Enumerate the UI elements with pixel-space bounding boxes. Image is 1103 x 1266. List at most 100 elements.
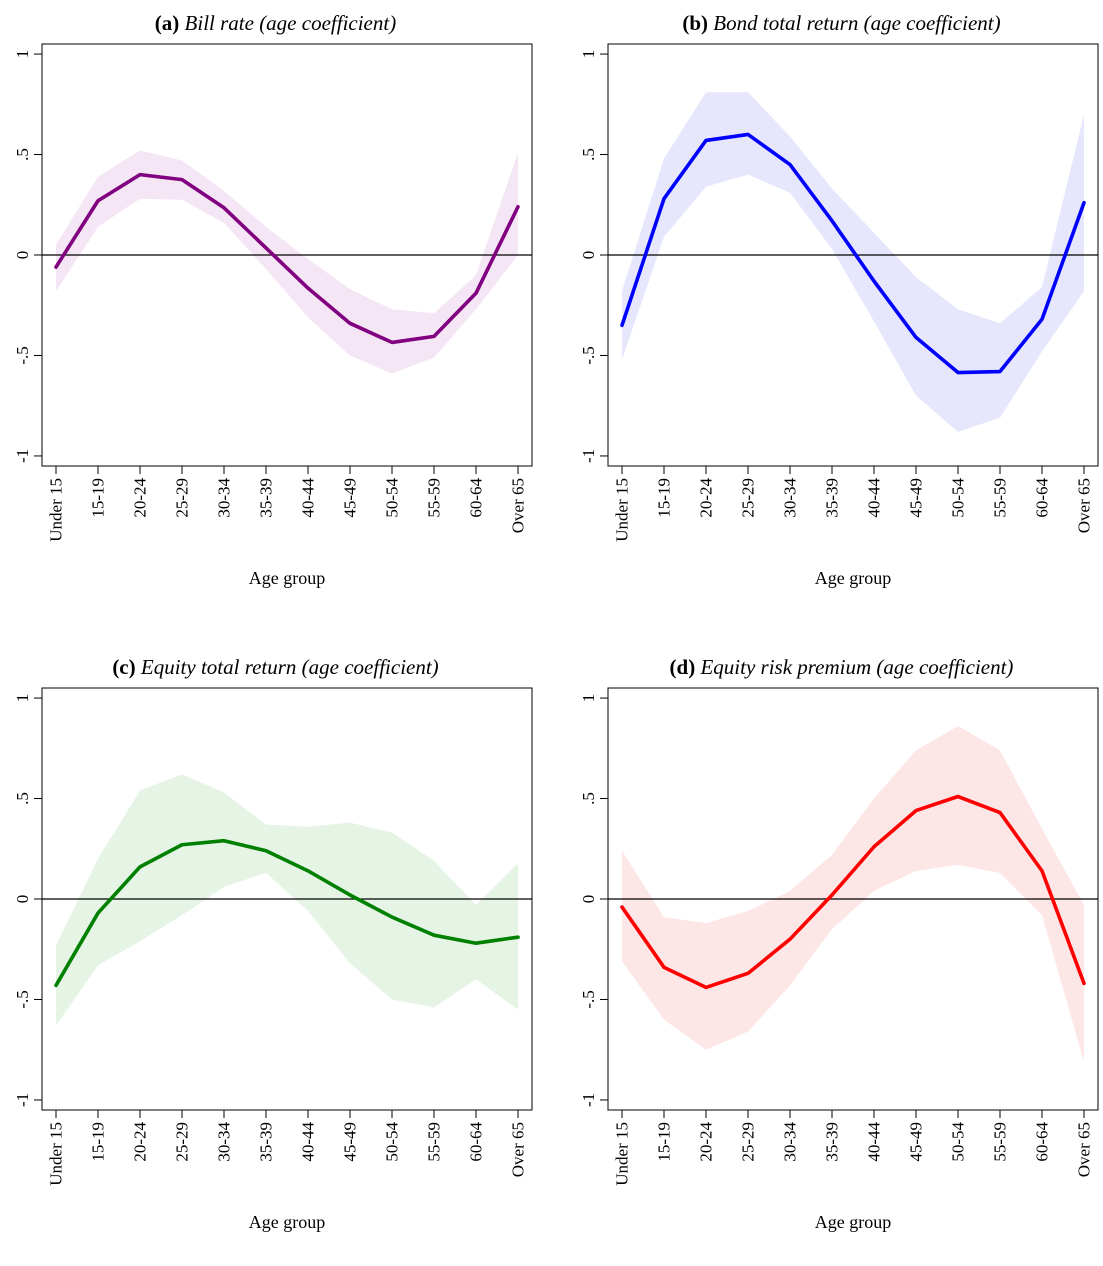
data-point (516, 935, 520, 939)
data-point (264, 246, 268, 250)
x-tick-label: 35-39 (257, 1122, 276, 1162)
x-tick-label: 55-59 (425, 1122, 444, 1162)
x-tick-label: 55-59 (425, 478, 444, 518)
y-tick-label: 1 (579, 694, 598, 703)
x-tick-label: 60-64 (467, 478, 486, 518)
x-tick-label: Under 15 (613, 1122, 632, 1186)
x-axis-label: Age group (815, 1212, 891, 1232)
y-tick-label: .5 (13, 792, 32, 805)
x-tick-label: 50-54 (383, 1122, 402, 1162)
data-point (180, 843, 184, 847)
line-chart-a: -1 -.5 0 .5 1 Under 15 15-19 20-24 25-29 30-34 35-… (13, 43, 533, 588)
panel-label: (d) (669, 655, 696, 679)
data-point (830, 893, 834, 897)
data-point (432, 933, 436, 937)
x-tick-label: 25-29 (739, 1122, 758, 1162)
x-tick-label: 45-49 (907, 478, 926, 518)
data-point (138, 173, 142, 177)
chart-panel-b: (b) Bond total return (age coefficient) … (566, 0, 1103, 622)
data-point (390, 340, 394, 344)
x-tick-label: 25-29 (739, 478, 758, 518)
y-tick-label: -.5 (579, 990, 598, 1008)
chart-title: Bill rate (age coefficient) (184, 11, 397, 35)
data-point (1040, 869, 1044, 873)
y-tick-label: 0 (579, 251, 598, 260)
y-tick-label: 0 (13, 895, 32, 904)
x-tick-label: 45-49 (341, 1122, 360, 1162)
data-point (222, 206, 226, 210)
x-tick-label: Over 65 (509, 1122, 528, 1177)
chart-title: Equity total return (age coefficient) (140, 655, 439, 679)
x-tick-label: 40-44 (865, 1122, 884, 1162)
data-point (956, 371, 960, 375)
x-tick-label: 50-54 (383, 478, 402, 518)
x-tick-label: 45-49 (341, 478, 360, 518)
data-point (914, 809, 918, 813)
data-point (348, 321, 352, 325)
data-point (830, 219, 834, 223)
x-tick-label: Under 15 (47, 1122, 66, 1186)
panel-label: (a) (154, 11, 180, 35)
x-axis-label: Age group (815, 568, 891, 588)
y-tick-label: 0 (579, 895, 598, 904)
line-chart-d: -1 -.5 0 .5 1 Under 15 15-19 20-24 25-29 30-34 35-… (579, 687, 1099, 1232)
y-tick-label: 1 (13, 694, 32, 703)
y-tick-label: -1 (13, 449, 32, 463)
chart-caption: (a) Bill rate (age coefficient) (0, 10, 551, 36)
panel-label: (b) (682, 11, 709, 35)
chart-caption: (d) Equity risk premium (age coefficient… (566, 654, 1103, 680)
estimate-line (54, 172, 520, 345)
x-tick-label: 60-64 (1033, 478, 1052, 518)
x-tick-label: Over 65 (509, 478, 528, 533)
data-point (1040, 317, 1044, 321)
x-tick-label: 15-19 (89, 478, 108, 518)
y-tick-label: .5 (579, 792, 598, 805)
data-point (662, 965, 666, 969)
chart-caption: (b) Bond total return (age coefficient) (566, 10, 1103, 36)
x-tick-label: 40-44 (865, 478, 884, 518)
data-point (432, 334, 436, 338)
y-tick-label: .5 (13, 148, 32, 161)
data-point (998, 811, 1002, 815)
data-point (474, 291, 478, 295)
estimate-line (620, 132, 1086, 375)
data-point (788, 937, 792, 941)
data-point (138, 865, 142, 869)
chart-title: Bond total return (age coefficient) (713, 11, 1001, 35)
estimate-line (54, 838, 520, 988)
x-tick-label: 60-64 (467, 1122, 486, 1162)
data-point (746, 132, 750, 136)
confidence-band (622, 726, 1084, 1062)
x-tick-label: 20-24 (697, 478, 716, 518)
estimate-line (620, 794, 1086, 990)
x-tick-label: Under 15 (47, 478, 66, 542)
data-point (1082, 981, 1086, 985)
data-point (620, 323, 624, 327)
x-tick-label: 15-19 (655, 478, 674, 518)
chart-panel-a: (a) Bill rate (age coefficient) -1 -.5 0 .5… (0, 0, 551, 622)
x-tick-label: 20-24 (697, 1122, 716, 1162)
data-point (516, 205, 520, 209)
x-tick-label: 15-19 (89, 1122, 108, 1162)
chart-panel-d: (d) Equity risk premium (age coefficient… (566, 644, 1103, 1266)
panel-label: (c) (112, 655, 136, 679)
chart-panel-c: (c) Equity total return (age coefficient… (0, 644, 551, 1266)
data-point (620, 905, 624, 909)
data-point (746, 971, 750, 975)
x-tick-label: 55-59 (991, 478, 1010, 518)
x-tick-label: Over 65 (1075, 478, 1094, 533)
data-point (872, 279, 876, 283)
x-axis-label: Age group (249, 568, 325, 588)
x-tick-label: 30-34 (781, 1122, 800, 1162)
x-tick-label: 60-64 (1033, 1122, 1052, 1162)
confidence-band (56, 150, 518, 374)
x-tick-label: 40-44 (299, 1122, 318, 1162)
y-tick-label: 1 (13, 50, 32, 59)
y-tick-label: 1 (579, 50, 598, 59)
y-tick-label: .5 (579, 148, 598, 161)
y-tick-label: -.5 (13, 990, 32, 1008)
y-tick-label: -.5 (579, 346, 598, 364)
data-point (662, 197, 666, 201)
data-point (956, 795, 960, 799)
x-tick-label: 40-44 (299, 478, 318, 518)
